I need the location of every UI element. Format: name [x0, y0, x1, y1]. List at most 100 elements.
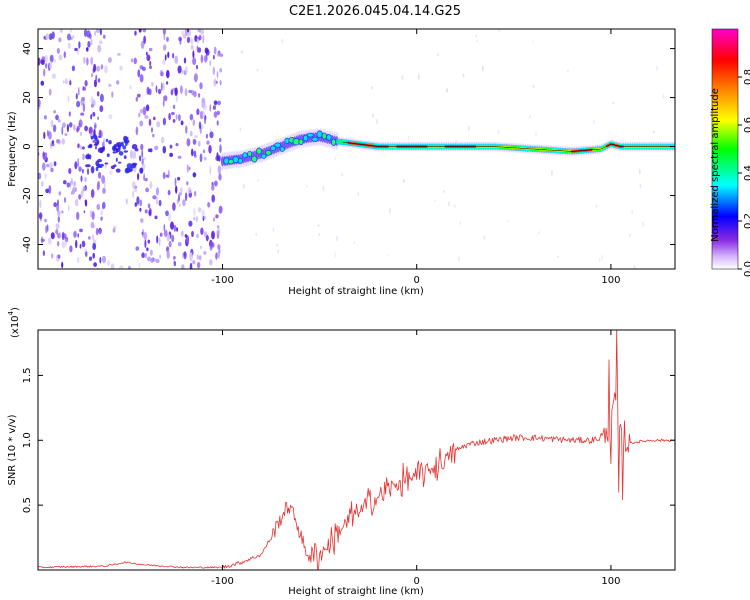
- spectrogram-noise-blob: [186, 237, 189, 243]
- spectrogram-noise-blob: [162, 44, 167, 51]
- spectrogram-noise-blob: [49, 54, 54, 63]
- spectrogram-noise-blob: [211, 230, 215, 240]
- spectrogram-x-label: Height of straight line (km): [288, 286, 424, 297]
- spectrogram-noise-blob: [97, 116, 99, 120]
- spectrogram-noise-blob: [118, 161, 122, 164]
- spectrogram-noise-blob: [68, 168, 72, 174]
- spectrogram-noise-blob: [111, 91, 114, 98]
- spectrogram-noise-blob: [102, 187, 106, 194]
- spectrogram-noise-blob: [52, 124, 57, 133]
- spectrogram-noise-blob: [498, 29, 500, 33]
- snr-multiplier-exp: 4: [7, 310, 15, 315]
- spectrogram-frame: [37, 28, 676, 270]
- spectrogram-noise-blob: [181, 264, 185, 269]
- spectrogram-noise-blob: [138, 263, 141, 269]
- snr-panel: -100 0 100 0.5 1.0 1.5 Height of straight li…: [7, 307, 676, 597]
- spectrogram-noise-blob: [417, 74, 420, 80]
- spectrogram-noise-blob: [77, 233, 79, 238]
- spectrogram-noise-blob: [77, 256, 80, 264]
- spectrogram-noise-blob: [183, 251, 187, 260]
- spectrogram-noise-blob: [459, 220, 462, 226]
- spectrogram-noise-blob: [57, 199, 59, 206]
- spectrogram-noise-blob: [88, 236, 91, 240]
- spectrogram-noise-blob: [387, 254, 390, 257]
- spectrogram-noise-blob: [144, 115, 149, 119]
- spectrogram-noise-blob: [257, 179, 260, 182]
- spectrogram-noise-blob: [61, 138, 65, 145]
- spectrogram-noise-blob: [76, 211, 80, 221]
- spectrogram-noise-blob: [78, 122, 81, 127]
- spectrogram-noise-blob: [201, 124, 204, 130]
- spectrogram-noise-blob: [139, 167, 144, 174]
- spectrogram-noise-blob: [42, 151, 45, 160]
- spectrogram-noise-blob: [203, 251, 207, 255]
- spectrogram-noise-blob: [104, 162, 109, 165]
- spectrogram-noise-blob: [467, 125, 470, 131]
- ridge-spot: [242, 152, 248, 159]
- snr-y-tick-label: 1.0: [22, 432, 33, 448]
- spectrogram-noise-blob: [178, 203, 181, 207]
- spectrogram-noise-blob: [134, 30, 137, 36]
- spectrogram-noise-blob: [167, 189, 171, 196]
- spectrogram-noise-blob: [96, 203, 101, 211]
- spectrogram-noise-blob: [62, 80, 65, 84]
- spectrogram-noise-blob: [159, 232, 163, 237]
- spectrogram-noise-blob: [146, 247, 149, 251]
- spectrogram-noise-blob: [139, 109, 143, 114]
- spectrogram-noise-blob: [86, 30, 91, 38]
- spectrogram-noise-blob: [198, 34, 202, 41]
- spectrogram-noise-blob: [80, 144, 82, 150]
- spectrogram-noise-blob: [206, 140, 210, 145]
- spectrogram-noise-blob: [136, 93, 141, 98]
- spectrogram-noise-blob: [95, 145, 97, 150]
- spectrogram-noise-blob: [68, 111, 71, 117]
- spectrogram-noise-blob: [203, 156, 207, 161]
- spectrogram-noise-blob: [172, 202, 176, 211]
- spectrogram-noise-blob: [199, 82, 203, 90]
- spectrogram-noise-blob: [144, 177, 148, 182]
- spectrogram-noise-blob: [139, 155, 142, 162]
- spectrogram-noise-blob: [90, 73, 94, 78]
- colorbar-tick-label: 0.4: [743, 165, 750, 181]
- ridge-spot: [247, 150, 253, 157]
- spectrogram-noise-blob: [127, 265, 131, 269]
- spectrogram-noise-blob: [154, 145, 159, 151]
- spectrogram-noise-blob: [147, 203, 151, 209]
- spectrogram-noise-blob: [142, 156, 146, 161]
- spectrogram-noise-blob: [197, 47, 202, 53]
- spectrogram-noise-blob: [216, 110, 220, 116]
- spectrogram-noise-blob: [208, 144, 212, 154]
- spectrogram-noise-blob: [99, 163, 104, 167]
- spectrogram-noise-blob: [147, 256, 151, 262]
- spectrogram-noise-blob: [209, 128, 212, 132]
- spectrogram-noise-blob: [202, 149, 206, 154]
- ridge-spot: [251, 155, 258, 163]
- spectrogram-noise-blob: [166, 70, 170, 79]
- spectrogram-noise-blob: [239, 127, 242, 132]
- spectrogram-noise-blob: [93, 262, 97, 267]
- spectrogram-noise-blob: [434, 199, 437, 202]
- spectrogram-noise-blob: [446, 88, 449, 93]
- spectrogram-noise-blob: [200, 227, 204, 235]
- spectrogram-noise-blob: [149, 65, 152, 69]
- spectrogram-noise-blob: [164, 54, 167, 61]
- spectrogram-noise-blob: [506, 220, 509, 223]
- spectrogram-noise-blob: [189, 189, 192, 194]
- spectrogram-noise-blob: [108, 83, 112, 87]
- snr-x-tick-label: -100: [211, 576, 234, 587]
- ridge-spot: [232, 155, 239, 164]
- spectrogram-noise-blob: [90, 114, 93, 120]
- spectrogram-noise-blob: [135, 96, 138, 102]
- spectrogram-noise-blob: [443, 189, 445, 193]
- spectrogram-noise-blob: [150, 257, 154, 264]
- spectrogram-noise-blob: [130, 58, 134, 63]
- spectrogram-noise-blob: [216, 71, 219, 79]
- spectrogram-noise-blob: [145, 187, 150, 193]
- spectrogram-noise-blob: [218, 137, 222, 143]
- spectrogram-noise-blob: [97, 78, 101, 83]
- spectrogram-noise-blob: [189, 130, 193, 137]
- spectrogram-noise-blob: [56, 139, 60, 144]
- spectrogram-noise-blob: [42, 250, 46, 257]
- spectrogram-noise-blob: [167, 51, 170, 58]
- spectrogram-noise-blob: [631, 210, 634, 215]
